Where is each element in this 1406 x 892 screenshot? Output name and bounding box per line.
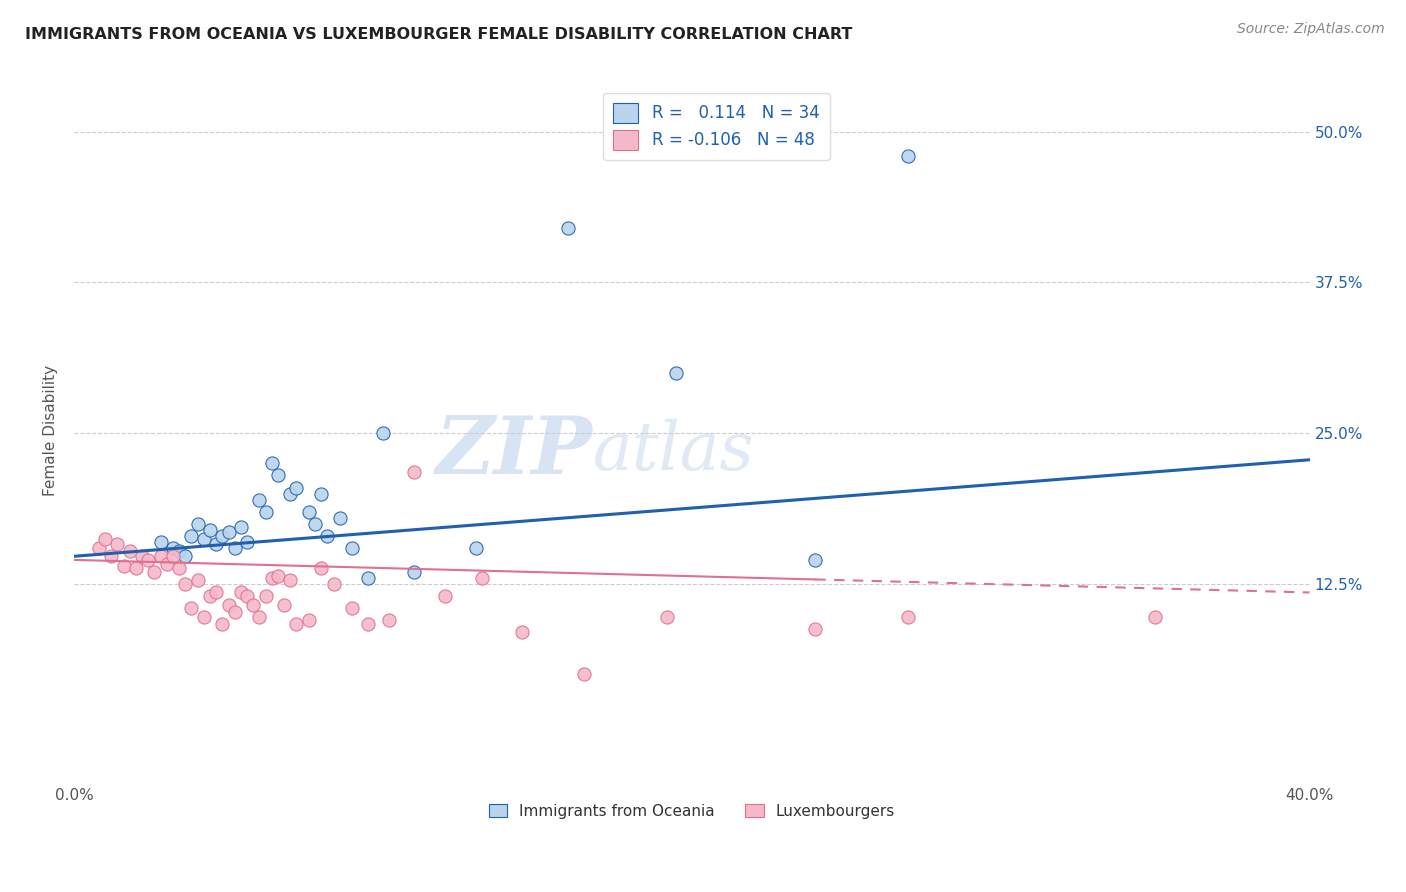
Point xyxy=(174,577,197,591)
Point xyxy=(149,549,172,564)
Point xyxy=(655,609,678,624)
Point xyxy=(118,544,141,558)
Point xyxy=(804,553,827,567)
Point xyxy=(211,529,233,543)
Point xyxy=(665,366,688,380)
Point xyxy=(143,565,166,579)
Point xyxy=(136,553,159,567)
Point xyxy=(162,549,184,564)
Point xyxy=(804,622,827,636)
Text: IMMIGRANTS FROM OCEANIA VS LUXEMBOURGER FEMALE DISABILITY CORRELATION CHART: IMMIGRANTS FROM OCEANIA VS LUXEMBOURGER … xyxy=(25,27,852,42)
Point xyxy=(193,609,215,624)
Point xyxy=(211,616,233,631)
Text: Source: ZipAtlas.com: Source: ZipAtlas.com xyxy=(1237,22,1385,37)
Point xyxy=(218,598,240,612)
Point xyxy=(278,574,301,588)
Point xyxy=(322,577,344,591)
Point xyxy=(356,571,378,585)
Point xyxy=(273,598,295,612)
Point xyxy=(897,149,920,163)
Point xyxy=(298,613,321,627)
Point xyxy=(557,221,579,235)
Point xyxy=(298,505,321,519)
Point xyxy=(267,468,290,483)
Point xyxy=(316,529,339,543)
Point xyxy=(180,529,202,543)
Point xyxy=(180,601,202,615)
Point xyxy=(100,549,122,564)
Point xyxy=(224,605,246,619)
Point xyxy=(193,533,215,547)
Point xyxy=(229,520,252,534)
Point xyxy=(198,589,221,603)
Point xyxy=(329,510,352,524)
Point xyxy=(260,571,283,585)
Point xyxy=(167,544,190,558)
Point xyxy=(174,549,197,564)
Point xyxy=(378,613,401,627)
Point xyxy=(229,585,252,599)
Point xyxy=(285,616,308,631)
Point xyxy=(187,516,209,531)
Point xyxy=(309,561,332,575)
Point xyxy=(167,561,190,575)
Point xyxy=(187,574,209,588)
Point xyxy=(94,533,117,547)
Point xyxy=(254,589,277,603)
Point xyxy=(309,486,332,500)
Point xyxy=(897,609,920,624)
Point xyxy=(510,625,533,640)
Point xyxy=(371,426,394,441)
Text: atlas: atlas xyxy=(593,418,755,484)
Point xyxy=(285,481,308,495)
Point xyxy=(304,516,326,531)
Point xyxy=(1144,609,1167,624)
Point xyxy=(236,589,259,603)
Point xyxy=(131,549,153,564)
Point xyxy=(205,585,228,599)
Point xyxy=(162,541,184,555)
Point xyxy=(254,505,277,519)
Point xyxy=(260,457,283,471)
Point xyxy=(471,571,494,585)
Point xyxy=(464,541,486,555)
Point xyxy=(218,525,240,540)
Point xyxy=(205,537,228,551)
Point xyxy=(356,616,378,631)
Point xyxy=(156,557,179,571)
Point xyxy=(149,534,172,549)
Point xyxy=(224,541,246,555)
Point xyxy=(236,534,259,549)
Y-axis label: Female Disability: Female Disability xyxy=(44,365,58,496)
Point xyxy=(340,601,363,615)
Text: ZIP: ZIP xyxy=(436,413,593,491)
Point xyxy=(247,492,270,507)
Point xyxy=(433,589,456,603)
Point xyxy=(340,541,363,555)
Point xyxy=(105,537,128,551)
Point xyxy=(278,486,301,500)
Point xyxy=(112,558,135,573)
Point xyxy=(267,568,290,582)
Point xyxy=(572,667,595,681)
Point xyxy=(198,523,221,537)
Point xyxy=(242,598,264,612)
Point xyxy=(402,465,425,479)
Point xyxy=(87,541,110,555)
Point xyxy=(125,561,148,575)
Legend: Immigrants from Oceania, Luxembourgers: Immigrants from Oceania, Luxembourgers xyxy=(482,797,901,825)
Point xyxy=(402,565,425,579)
Point xyxy=(247,609,270,624)
